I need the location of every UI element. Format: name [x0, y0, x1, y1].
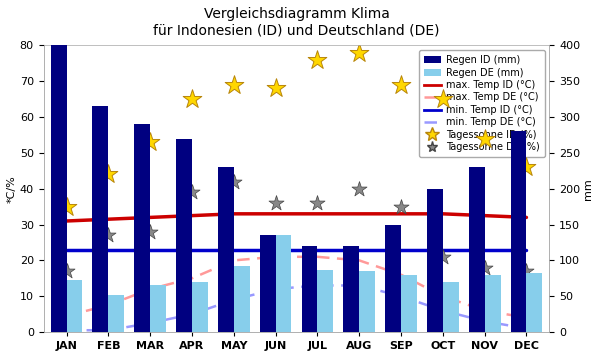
Bar [385, 224, 401, 332]
Y-axis label: *C/%: *C/% [7, 175, 17, 203]
Bar [511, 131, 526, 332]
Bar [343, 246, 359, 332]
Point [145, 139, 155, 145]
Point [187, 96, 197, 102]
Bar [485, 275, 500, 332]
Point [438, 96, 448, 102]
Bar [150, 285, 166, 332]
Bar [109, 295, 124, 332]
Point [355, 50, 364, 55]
Bar [192, 282, 208, 332]
Point [438, 254, 448, 260]
Bar [234, 266, 250, 332]
Bar [92, 106, 109, 332]
Point [271, 86, 280, 91]
Point [313, 200, 322, 206]
Bar [260, 235, 275, 332]
Point [229, 179, 239, 184]
Bar [359, 271, 375, 332]
Point [229, 82, 239, 88]
Point [480, 136, 490, 141]
Point [62, 268, 71, 274]
Bar [317, 270, 333, 332]
Point [396, 82, 406, 88]
Point [104, 171, 113, 177]
Point [396, 204, 406, 209]
Bar [67, 280, 82, 332]
Point [313, 57, 322, 63]
Bar [50, 45, 67, 332]
Point [271, 200, 280, 206]
Point [104, 232, 113, 238]
Point [521, 164, 531, 170]
Point [480, 265, 490, 270]
Point [521, 268, 531, 274]
Bar [401, 275, 417, 332]
Y-axis label: mm: mm [583, 178, 593, 200]
Bar [302, 246, 317, 332]
Bar [526, 273, 542, 332]
Bar [275, 235, 292, 332]
Bar [176, 139, 192, 332]
Point [145, 229, 155, 234]
Legend: Regen ID (mm), Regen DE (mm), max. Temp ID (°C), max. Temp DE (°C), min. Temp ID: Regen ID (mm), Regen DE (mm), max. Temp … [419, 50, 545, 157]
Bar [134, 124, 150, 332]
Title: Vergleichsdiagramm Klima
für Indonesien (ID) und Deutschland (DE): Vergleichsdiagramm Klima für Indonesien … [153, 7, 440, 37]
Point [355, 186, 364, 192]
Bar [469, 167, 485, 332]
Bar [218, 167, 234, 332]
Point [187, 189, 197, 195]
Point [62, 204, 71, 209]
Bar [443, 282, 459, 332]
Bar [427, 189, 443, 332]
